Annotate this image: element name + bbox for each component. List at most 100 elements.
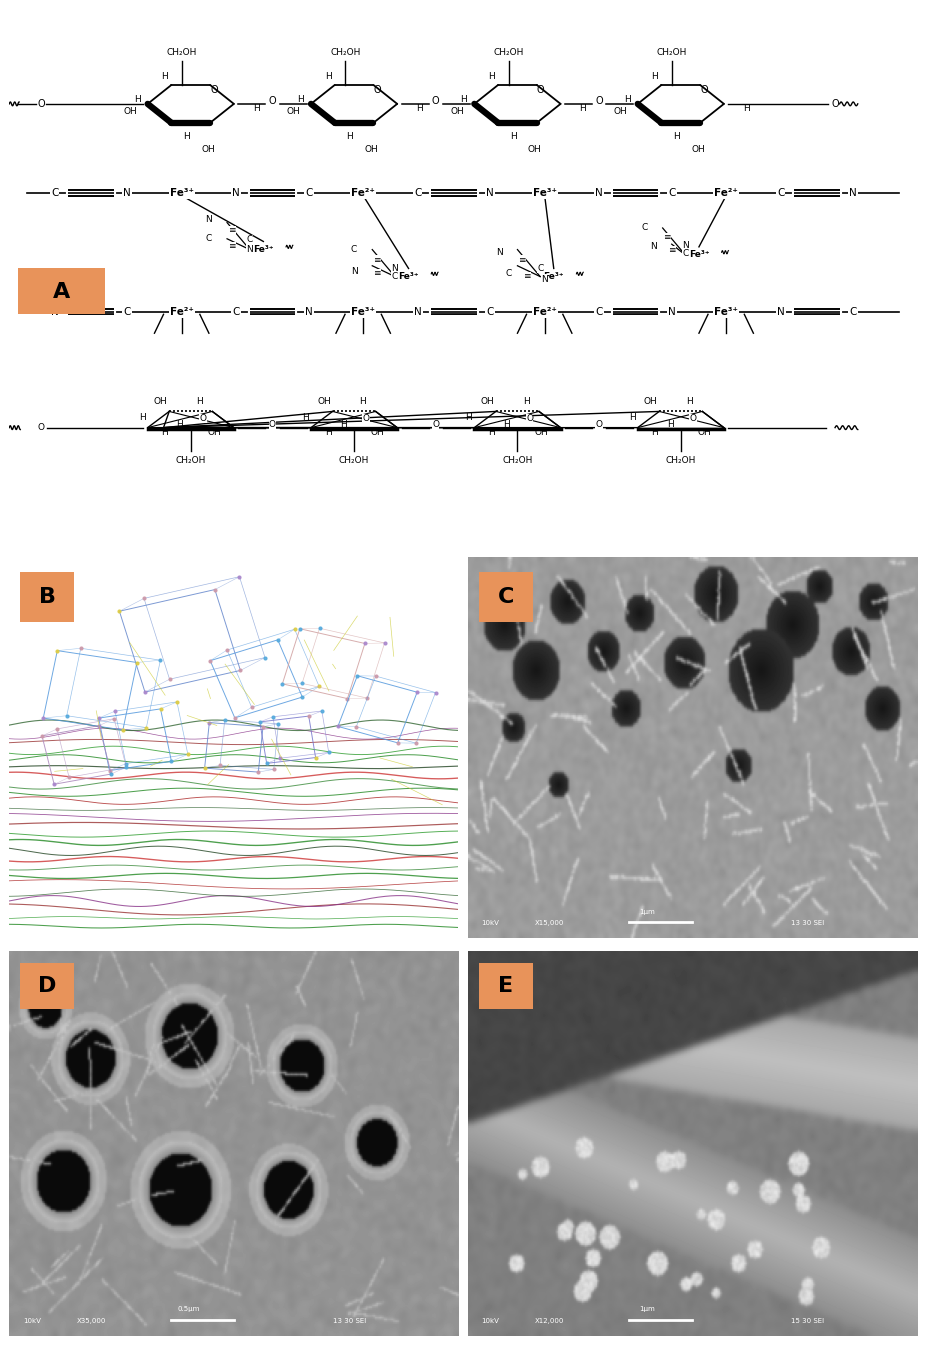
Text: H: H [504,420,510,429]
Text: C: C [642,224,647,232]
Text: CH₂OH: CH₂OH [657,49,687,57]
Text: H: H [346,132,353,142]
Text: N: N [206,216,212,224]
Text: C: C [305,188,312,198]
Text: ≡: ≡ [663,233,671,243]
Text: OH: OH [528,146,542,154]
Text: O: O [595,96,603,107]
Text: Fe³⁺: Fe³⁺ [351,306,375,317]
Text: OH: OH [317,397,331,406]
Text: C: C [682,250,688,259]
Text: OH: OH [287,107,301,116]
Text: C: C [123,306,131,317]
Text: Fe²⁺: Fe²⁺ [351,188,375,198]
Text: N: N [392,264,398,272]
Bar [20,572,74,622]
Text: ≡: ≡ [373,270,381,278]
Text: H: H [667,420,673,429]
Text: H: H [325,73,332,81]
Text: ≡: ≡ [523,272,531,281]
Text: Fe²⁺: Fe²⁺ [714,188,738,198]
Text: ≡: ≡ [228,227,235,235]
Text: N: N [777,306,784,317]
Text: OH: OH [614,107,627,116]
Text: C: C [206,235,212,243]
Text: H: H [253,104,259,113]
Text: H: H [134,94,141,104]
Bar [19,268,105,314]
Text: N: N [351,267,357,275]
Text: C: C [351,246,357,254]
Text: 10kV: 10kV [23,1318,41,1323]
Text: H: H [466,413,472,422]
Text: H: H [488,428,495,437]
Text: 1μm: 1μm [639,909,656,915]
Text: O: O [373,85,382,94]
Text: O: O [38,424,44,432]
Text: ≡: ≡ [228,243,235,251]
Text: N: N [542,275,548,283]
Text: H: H [297,94,304,104]
Text: C: C [414,188,421,198]
Text: CH₂OH: CH₂OH [167,49,197,57]
Text: H: H [359,397,366,406]
Text: H: H [340,420,346,429]
Text: E: E [498,975,513,996]
Text: X35,000: X35,000 [77,1318,106,1323]
Text: Fe³⁺: Fe³⁺ [714,306,738,317]
Text: H: H [624,94,631,104]
Text: Fe²⁺: Fe²⁺ [532,306,557,317]
Text: H: H [325,428,332,437]
Text: O: O [832,98,839,109]
Text: N: N [595,188,603,198]
Text: O: O [210,85,218,94]
Text: CH₂OH: CH₂OH [176,456,206,465]
Text: O: O [595,421,603,429]
Text: H: H [580,104,586,113]
Text: CH₂OH: CH₂OH [502,456,532,465]
Text: H: H [673,132,680,142]
Text: O: O [537,85,544,94]
Text: CH₂OH: CH₂OH [339,456,369,465]
Text: H: H [302,413,309,422]
Text: OH: OH [123,107,137,116]
Text: O: O [526,414,533,424]
Text: O: O [37,98,44,109]
Text: CH₂OH: CH₂OH [331,49,360,57]
Text: H: H [183,132,190,142]
Text: Fe³⁺: Fe³⁺ [398,272,419,281]
Text: N: N [51,306,58,317]
Text: N: N [496,248,503,256]
Text: H: H [522,397,530,406]
Text: O: O [269,421,276,429]
Text: N: N [123,188,131,198]
Text: Fe³⁺: Fe³⁺ [544,272,564,281]
Text: Fe³⁺: Fe³⁺ [169,188,194,198]
Text: C: C [668,188,675,198]
Text: 1μm: 1μm [639,1306,656,1313]
Text: C: C [537,264,544,272]
Text: C: C [506,270,511,278]
Text: H: H [510,132,517,142]
Text: H: H [488,73,495,81]
Text: C: C [486,306,494,317]
Text: CH₂OH: CH₂OH [666,456,696,465]
Text: Fe³⁺: Fe³⁺ [689,251,709,259]
Text: O: O [269,96,276,107]
Text: ≡: ≡ [668,246,675,255]
Text: H: H [686,397,693,406]
Text: 15 30 SEI: 15 30 SEI [791,1318,824,1323]
Text: N: N [305,306,313,317]
Text: H: H [196,397,203,406]
Text: O: O [689,414,696,424]
Text: H: H [161,428,169,437]
Text: O: O [700,85,707,94]
Text: CH₂OH: CH₂OH [494,49,524,57]
Text: Fe²⁺: Fe²⁺ [169,306,194,317]
Text: OH: OH [154,397,168,406]
Text: H: H [629,413,635,422]
Text: OH: OH [691,146,705,154]
Text: X15,000: X15,000 [535,920,564,927]
Text: ≡: ≡ [373,256,381,264]
Bar [20,963,74,1009]
